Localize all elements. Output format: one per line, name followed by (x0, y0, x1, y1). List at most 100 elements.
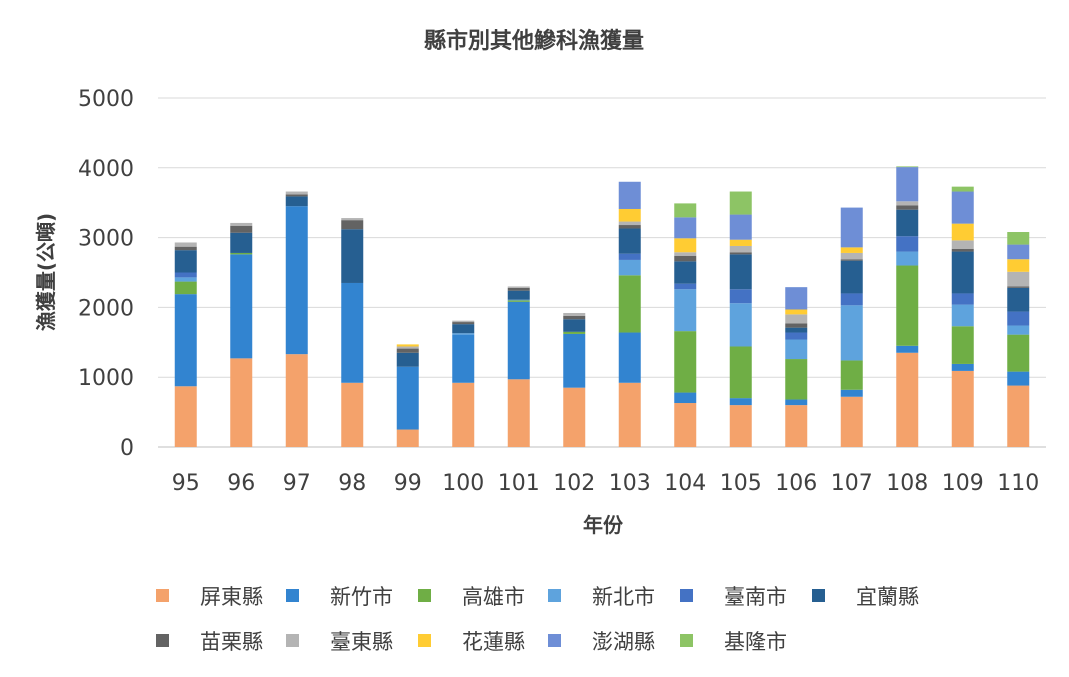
bar-segment (285, 191, 308, 195)
legend-swatch (680, 634, 693, 647)
bar-segment (174, 386, 197, 447)
bar-segment (174, 277, 197, 282)
bars (174, 166, 1030, 447)
bar-segment (174, 272, 197, 278)
bar-segment (1007, 385, 1030, 447)
bar-segment (230, 252, 253, 255)
bar-segment (230, 232, 253, 253)
bar-segment (840, 207, 863, 248)
bar-segment (1007, 232, 1030, 245)
bar-segment (396, 344, 419, 347)
bar-segment (618, 253, 641, 260)
bar-segment (1007, 371, 1030, 386)
bar-segment (896, 166, 919, 168)
y-tick-label: 0 (120, 436, 134, 461)
legend-label: 基隆市 (724, 630, 787, 654)
legend-swatch (418, 634, 431, 647)
bar-segment (674, 238, 697, 253)
bar-segment (840, 305, 863, 361)
bar-segment (674, 283, 697, 290)
bar-segment (785, 287, 808, 310)
x-tick-label: 104 (664, 471, 706, 496)
bar-segment (452, 320, 475, 323)
bar-segment (563, 315, 586, 320)
bar-segment (674, 392, 697, 404)
y-tick-label: 4000 (78, 157, 134, 182)
legend-label: 花蓮縣 (462, 630, 525, 654)
bar-segment (951, 191, 974, 224)
bar-segment (618, 228, 641, 254)
bar-segment (396, 429, 419, 447)
legend-label: 高雄市 (462, 585, 525, 609)
bar-segment (507, 299, 530, 301)
bar-segment (174, 242, 197, 247)
bar-segment (951, 186, 974, 192)
legend-item: 臺南市 (680, 585, 787, 609)
bar-segment (618, 259, 641, 276)
y-tick-label: 5000 (78, 87, 134, 112)
bar-segment (674, 203, 697, 218)
bar-segment (729, 346, 752, 399)
bar-segment (840, 260, 863, 294)
legend-swatch (418, 589, 431, 602)
bar-segment (729, 289, 752, 304)
bar-segment (452, 334, 475, 383)
bar-segment (674, 403, 697, 447)
bar-segment (230, 254, 253, 359)
legend-swatch (286, 634, 299, 647)
bar-segment (618, 275, 641, 333)
legend-swatch (680, 589, 693, 602)
bar-segment (507, 300, 530, 302)
bar-segment (1007, 334, 1030, 372)
bar-segment (285, 196, 308, 207)
bar-segment (951, 293, 974, 305)
bar-segment (729, 252, 752, 255)
legend-label: 新竹市 (330, 585, 393, 609)
bar-segment (896, 265, 919, 346)
x-tick-label: 109 (942, 471, 984, 496)
bar-segment (729, 191, 752, 215)
bar-segment (618, 332, 641, 383)
bar-segment (230, 358, 253, 447)
bar-segment (729, 214, 752, 240)
legend-label: 宜蘭縣 (856, 585, 919, 609)
bar-segment (785, 314, 808, 324)
legend-item: 新北市 (548, 585, 655, 609)
y-tick-label: 2000 (78, 296, 134, 321)
bar-segment (285, 354, 308, 447)
bar-segment (230, 222, 253, 226)
bar-segment (1007, 244, 1030, 260)
legend-item: 澎湖縣 (548, 630, 655, 654)
bar-segment (452, 322, 475, 325)
bar-segment (840, 259, 863, 261)
bar-segment (951, 240, 974, 249)
bar-segment (618, 221, 641, 226)
bar-segment (174, 281, 197, 295)
bar-segment (563, 333, 586, 388)
x-tick-label: 108 (886, 471, 928, 496)
bar-segment (341, 229, 364, 283)
bar-segment (951, 363, 974, 371)
bar-segment (729, 405, 752, 447)
legend-label: 苗栗縣 (200, 630, 263, 654)
bar-segment (785, 405, 808, 447)
bar-segment (951, 304, 974, 327)
bar-segment (1007, 271, 1030, 287)
bar-segment (840, 293, 863, 306)
bar-segment (507, 290, 530, 300)
bar-segment (840, 360, 863, 390)
bar-segment (840, 252, 863, 260)
x-tick-label: 107 (831, 471, 873, 496)
bar-segment (729, 239, 752, 246)
bar-segment (729, 254, 752, 290)
legend-item: 苗栗縣 (156, 630, 263, 654)
legend-swatch (548, 634, 561, 647)
bar-segment (896, 251, 919, 266)
bar-segment (896, 167, 919, 202)
legend-item: 屏東縣 (156, 585, 263, 609)
bar-segment (563, 319, 586, 332)
legend-swatch (548, 589, 561, 602)
bar-segment (230, 225, 253, 233)
